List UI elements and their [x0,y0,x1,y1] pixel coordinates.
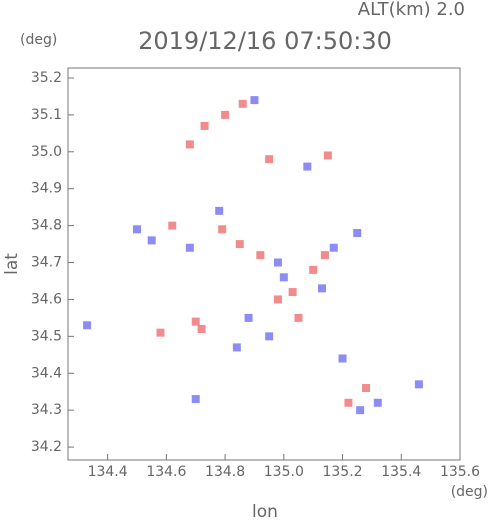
echo-point [200,121,209,130]
x-tick-label: 135.2 [322,464,362,480]
echo-point [221,110,230,119]
echo-point [83,321,92,330]
echo-point [250,96,259,105]
y-tick-label: 35.2 [31,70,62,86]
chart-title: 2019/12/16 07:50:30 [138,27,392,55]
echo-point [356,406,365,415]
echo-point [344,398,353,407]
x-unit: (deg) [451,484,488,500]
echo-point [273,258,282,267]
echo-point [303,162,312,171]
echo-point [279,273,288,282]
x-tick-label: 134.6 [146,464,186,480]
echo-point [329,243,338,252]
echo-point [197,324,206,333]
plot-frame [67,67,461,461]
echo-point [309,265,318,274]
echo-point [156,328,165,337]
x-tick-label: 135.0 [264,464,304,480]
echo-point [218,225,227,234]
echo-point [147,236,156,245]
echo-point [317,284,326,293]
y-tick-label: 34.4 [31,365,62,381]
echo-point [185,243,194,252]
echo-point [244,313,253,322]
y-tick-label: 34.2 [31,439,62,455]
y-unit: (deg) [20,32,57,48]
echo-point [232,343,241,352]
x-tick-label: 134.4 [88,464,128,480]
y-tick-label: 35.0 [31,144,62,160]
echo-point [373,398,382,407]
echo-point [323,151,332,160]
x-axis-label: lon [252,502,278,521]
echo-point [191,317,200,326]
y-axis-label: lat [2,253,22,275]
y-tick-label: 34.5 [31,328,62,344]
x-tick-label: 135.4 [381,464,421,480]
echo-point [320,251,329,260]
echo-point [185,140,194,149]
y-tick-label: 34.7 [31,255,62,271]
echo-point [353,228,362,237]
echo-point [288,288,297,297]
echo-point [273,295,282,304]
y-tick-label: 35.1 [31,107,62,123]
echo-point [338,354,347,363]
y-tick-label: 34.3 [31,402,62,418]
echo-point [294,313,303,322]
y-tick-label: 34.9 [31,181,62,197]
echo-point [256,251,265,260]
altitude-label: ALT(km) 2.0 [358,0,465,20]
echo-point [215,206,224,215]
echo-point [191,395,200,404]
echo-point [265,332,274,341]
echo-point [235,240,244,249]
y-tick-label: 34.6 [31,291,62,307]
echo-point [414,380,423,389]
y-tick-label: 34.8 [31,218,62,234]
echo-point [265,155,274,164]
echo-point [168,221,177,230]
echo-point [238,99,247,108]
x-tick-label: 134.8 [205,464,245,480]
echo-point [362,384,371,393]
x-tick-label: 135.6 [440,464,480,480]
echo-point [133,225,142,234]
